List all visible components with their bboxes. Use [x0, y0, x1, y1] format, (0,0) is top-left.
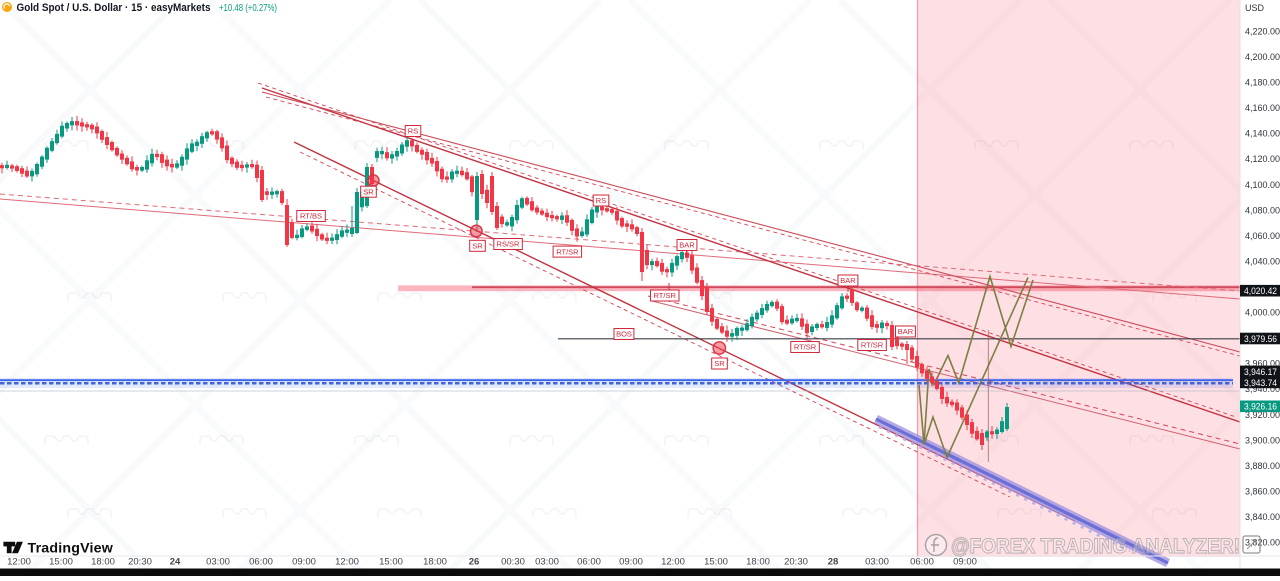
svg-text:3,920.00: 3,920.00 — [1245, 410, 1280, 420]
svg-text:3,880.00: 3,880.00 — [1245, 461, 1280, 471]
svg-text:20:30: 20:30 — [128, 557, 152, 568]
svg-text:3,940.00: 3,940.00 — [1245, 384, 1280, 394]
svg-text:28: 28 — [828, 557, 839, 568]
svg-text:26: 26 — [469, 557, 480, 568]
svg-text:+10.48 (+0.27%): +10.48 (+0.27%) — [219, 2, 277, 14]
svg-text:00:30: 00:30 — [501, 557, 525, 568]
svg-text:Gold Spot / U.S. Dollar · 15 ·: Gold Spot / U.S. Dollar · 15 · easyMarke… — [17, 2, 211, 14]
svg-text:12:00: 12:00 — [7, 557, 31, 568]
svg-text:12:00: 12:00 — [335, 557, 359, 568]
svg-text:4,120.00: 4,120.00 — [1245, 154, 1280, 164]
svg-text:4,080.00: 4,080.00 — [1245, 205, 1280, 215]
svg-text:09:00: 09:00 — [292, 557, 316, 568]
svg-text:4,180.00: 4,180.00 — [1245, 78, 1280, 88]
svg-text:RS: RS — [408, 127, 418, 136]
svg-text:3,926.16: 3,926.16 — [1244, 402, 1277, 413]
svg-text:RS/SR: RS/SR — [497, 240, 521, 249]
svg-text:18:00: 18:00 — [423, 557, 447, 568]
svg-text:03:00: 03:00 — [206, 557, 230, 568]
svg-text:15:00: 15:00 — [49, 557, 73, 568]
svg-text:TradingView: TradingView — [28, 541, 114, 557]
svg-text:3,900.00: 3,900.00 — [1245, 435, 1280, 445]
svg-text:4,160.00: 4,160.00 — [1245, 103, 1280, 113]
svg-text:15:00: 15:00 — [379, 557, 403, 568]
svg-text:BAR: BAR — [679, 241, 695, 250]
svg-text:24: 24 — [170, 557, 181, 568]
svg-text:3,820.00: 3,820.00 — [1245, 538, 1280, 548]
svg-text:4,100.00: 4,100.00 — [1245, 180, 1280, 190]
svg-text:3,979.56: 3,979.56 — [1244, 334, 1277, 345]
svg-text:4,020.42: 4,020.42 — [1244, 286, 1277, 297]
svg-text:RT/BS: RT/BS — [300, 212, 322, 221]
svg-text:BAR: BAR — [898, 327, 914, 336]
svg-text:3,943.74: 3,943.74 — [1244, 378, 1277, 389]
svg-text:3,960.00: 3,960.00 — [1245, 359, 1280, 369]
svg-text:06:00: 06:00 — [577, 557, 601, 568]
svg-text:12:00: 12:00 — [661, 557, 685, 568]
svg-text:09:00: 09:00 — [953, 557, 977, 568]
svg-text:4,040.00: 4,040.00 — [1245, 257, 1280, 267]
svg-text:RT/SR: RT/SR — [556, 247, 579, 256]
svg-text:09:00: 09:00 — [619, 557, 643, 568]
svg-text:3,840.00: 3,840.00 — [1245, 512, 1280, 522]
svg-text:4,200.00: 4,200.00 — [1245, 52, 1280, 62]
svg-text:18:00: 18:00 — [746, 557, 770, 568]
svg-text:BOS: BOS — [616, 330, 632, 339]
svg-text:4,220.00: 4,220.00 — [1245, 27, 1280, 37]
svg-text:4,140.00: 4,140.00 — [1245, 129, 1280, 139]
svg-text:4,000.00: 4,000.00 — [1245, 308, 1280, 318]
svg-text:SR: SR — [714, 359, 725, 368]
svg-text:03:00: 03:00 — [865, 557, 889, 568]
svg-text:4,060.00: 4,060.00 — [1245, 231, 1280, 241]
svg-text:06:00: 06:00 — [249, 557, 273, 568]
svg-text:18:00: 18:00 — [91, 557, 115, 568]
svg-text:SR: SR — [472, 242, 483, 251]
svg-text:3,946.17: 3,946.17 — [1244, 367, 1277, 378]
svg-text:RS: RS — [596, 196, 606, 205]
svg-text:3,860.00: 3,860.00 — [1245, 486, 1280, 496]
svg-text:06:00: 06:00 — [910, 557, 934, 568]
svg-text:@FOREX TRADING ANALYZER!: @FOREX TRADING ANALYZER! — [951, 534, 1240, 558]
svg-text:RT/SR: RT/SR — [861, 341, 884, 350]
svg-text:20:30: 20:30 — [784, 557, 808, 568]
svg-text:03:00: 03:00 — [535, 557, 559, 568]
svg-text:BAR: BAR — [840, 276, 856, 285]
svg-text:SR: SR — [363, 187, 374, 196]
svg-text:USD: USD — [1245, 3, 1265, 13]
svg-text:15:00: 15:00 — [704, 557, 728, 568]
svg-text:RT/SR: RT/SR — [654, 291, 677, 300]
svg-text:RT/SR: RT/SR — [794, 343, 817, 352]
